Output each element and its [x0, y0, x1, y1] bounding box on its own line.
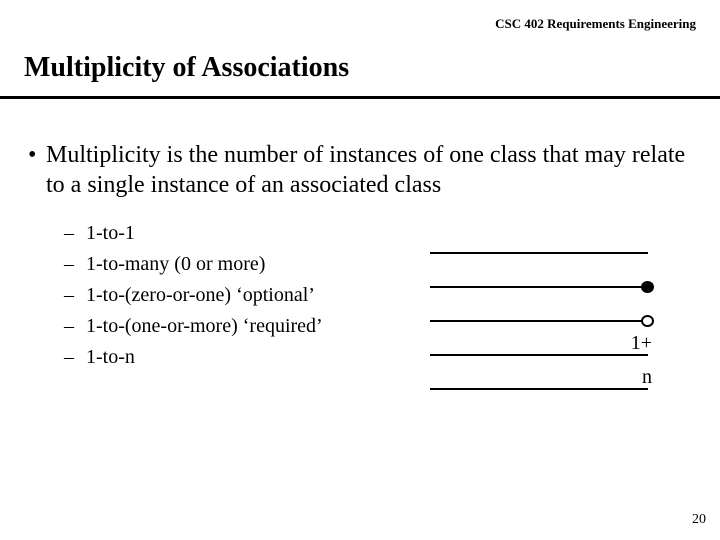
- line-icon: [430, 286, 648, 288]
- list-item-text: 1-to-n: [86, 346, 135, 368]
- slide-title: Multiplicity of Associations: [24, 52, 349, 84]
- list-item-text: 1-to-1: [86, 222, 135, 244]
- list-item-text: 1-to-(zero-or-one) ‘optional’: [86, 284, 315, 306]
- diagram-label: n: [642, 366, 652, 389]
- page-number: 20: [692, 512, 706, 528]
- diagram-row-plain: [430, 236, 690, 270]
- dash-icon: –: [64, 342, 86, 373]
- dash-icon: –: [64, 280, 86, 311]
- dash-icon: –: [64, 311, 86, 342]
- dash-icon: –: [64, 218, 86, 249]
- list-item-text: 1-to-many (0 or more): [86, 253, 265, 275]
- list-item-text: 1-to-(one-or-more) ‘required’: [86, 315, 323, 337]
- main-bullet-text: Multiplicity is the number of instances …: [46, 142, 685, 198]
- main-bullet: •Multiplicity is the number of instances…: [24, 140, 696, 200]
- dash-icon: –: [64, 249, 86, 280]
- filled-circle-icon: [641, 281, 654, 293]
- title-rule: [0, 96, 720, 99]
- open-circle-icon: [641, 315, 654, 327]
- course-header: CSC 402 Requirements Engineering: [495, 16, 696, 32]
- diagram-label: 1+: [631, 332, 652, 355]
- bullet-dot-icon: •: [28, 140, 46, 170]
- diagram-row-n: n: [430, 372, 690, 406]
- diagram-row-solid-dot: [430, 270, 690, 304]
- line-icon: [430, 354, 648, 356]
- line-icon: [430, 320, 648, 322]
- line-icon: [430, 388, 648, 390]
- line-icon: [430, 252, 648, 254]
- notation-diagram: 1+ n: [430, 236, 690, 406]
